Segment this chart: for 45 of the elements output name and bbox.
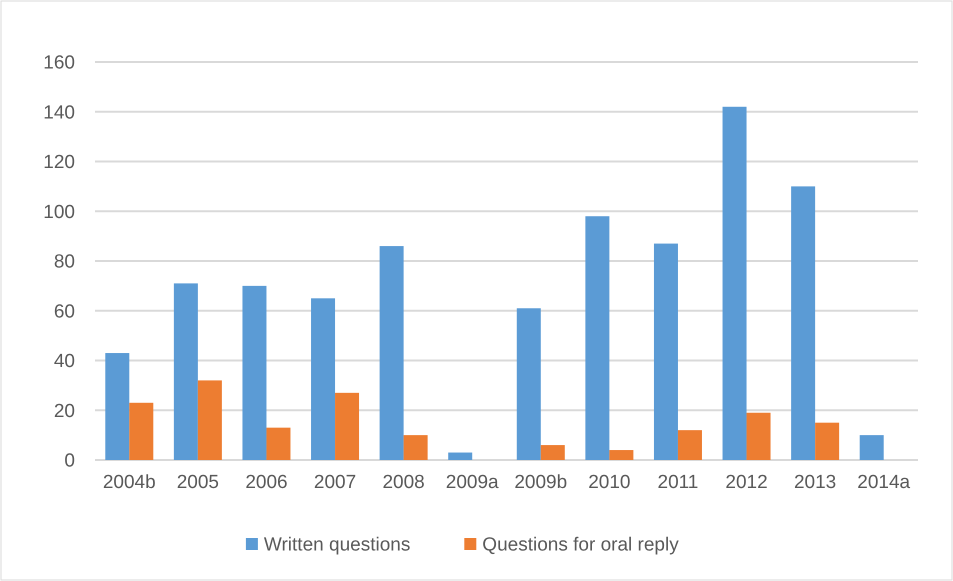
x-tick-label: 2010 — [588, 472, 631, 493]
x-tick-label: 2013 — [794, 472, 836, 493]
x-tick-label: 2014a — [857, 472, 911, 493]
x-tick-label: 2009a — [446, 472, 500, 493]
y-tick-label: 20 — [54, 400, 75, 422]
x-tick-label: 2005 — [176, 472, 220, 493]
x-tick-label: 2011 — [658, 472, 698, 493]
legend-label: Written questions — [264, 534, 410, 556]
bar — [860, 435, 884, 460]
x-tick-label: 2006 — [245, 472, 288, 493]
bar — [448, 452, 472, 460]
bar — [174, 283, 198, 460]
x-tick-label: 2004b — [102, 472, 156, 493]
bar — [678, 430, 702, 460]
x-tick-label: 2008 — [382, 472, 425, 493]
y-tick-label: 140 — [43, 102, 75, 124]
x-tick-label: 2012 — [725, 472, 768, 493]
x-tick-label: 2007 — [314, 472, 356, 493]
bar — [105, 353, 130, 460]
bar — [609, 450, 634, 460]
bar — [654, 244, 678, 460]
y-tick-label: 0 — [64, 450, 75, 472]
bar — [516, 308, 541, 460]
bar — [746, 412, 771, 460]
y-tick-label: 80 — [54, 252, 75, 273]
legend-label: Questions for oral reply — [482, 534, 680, 556]
bar — [585, 216, 610, 460]
y-tick-label: 120 — [43, 152, 75, 174]
bar — [311, 298, 336, 460]
bar — [540, 445, 565, 460]
bar — [335, 392, 360, 460]
bar — [815, 422, 840, 460]
y-tick-label: 60 — [54, 301, 75, 322]
y-tick-label: 100 — [43, 202, 75, 223]
bar — [791, 186, 816, 460]
y-tick-label: 40 — [54, 351, 75, 372]
bar — [404, 435, 428, 460]
bar — [242, 286, 266, 460]
bar — [266, 428, 290, 460]
bar — [380, 246, 404, 460]
bar — [722, 106, 747, 460]
bar — [129, 402, 154, 460]
y-tick-label: 160 — [43, 52, 75, 74]
bar — [198, 380, 222, 460]
x-tick-label: 2009b — [514, 472, 568, 493]
